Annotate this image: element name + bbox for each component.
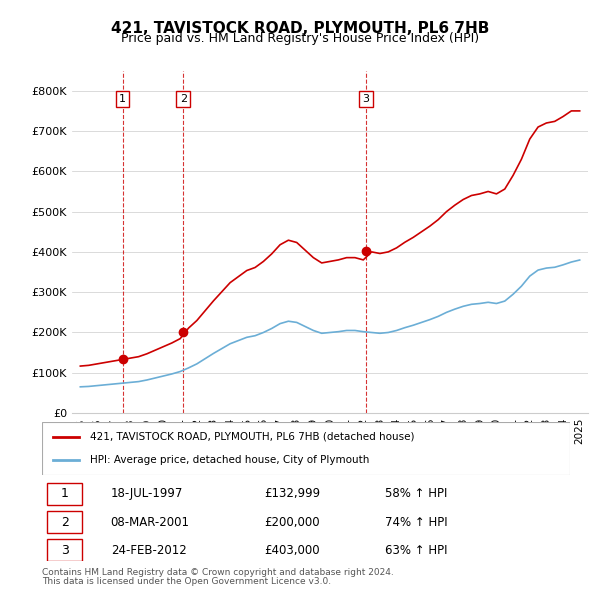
FancyBboxPatch shape bbox=[47, 511, 82, 533]
Text: 2: 2 bbox=[61, 516, 68, 529]
Text: 63% ↑ HPI: 63% ↑ HPI bbox=[385, 544, 448, 557]
Text: 58% ↑ HPI: 58% ↑ HPI bbox=[385, 487, 448, 500]
Text: 1: 1 bbox=[119, 94, 126, 104]
Text: 1: 1 bbox=[61, 487, 68, 500]
Text: 421, TAVISTOCK ROAD, PLYMOUTH, PL6 7HB (detached house): 421, TAVISTOCK ROAD, PLYMOUTH, PL6 7HB (… bbox=[89, 432, 414, 442]
FancyBboxPatch shape bbox=[47, 539, 82, 561]
FancyBboxPatch shape bbox=[47, 483, 82, 505]
Text: 24-FEB-2012: 24-FEB-2012 bbox=[110, 544, 187, 557]
Text: 74% ↑ HPI: 74% ↑ HPI bbox=[385, 516, 448, 529]
Text: HPI: Average price, detached house, City of Plymouth: HPI: Average price, detached house, City… bbox=[89, 455, 369, 465]
Text: 08-MAR-2001: 08-MAR-2001 bbox=[110, 516, 190, 529]
Text: 421, TAVISTOCK ROAD, PLYMOUTH, PL6 7HB: 421, TAVISTOCK ROAD, PLYMOUTH, PL6 7HB bbox=[111, 21, 489, 35]
FancyBboxPatch shape bbox=[42, 422, 570, 475]
Text: Price paid vs. HM Land Registry's House Price Index (HPI): Price paid vs. HM Land Registry's House … bbox=[121, 32, 479, 45]
Text: Contains HM Land Registry data © Crown copyright and database right 2024.: Contains HM Land Registry data © Crown c… bbox=[42, 568, 394, 576]
Text: 2: 2 bbox=[179, 94, 187, 104]
Text: £200,000: £200,000 bbox=[264, 516, 319, 529]
Text: 3: 3 bbox=[61, 544, 68, 557]
Text: 3: 3 bbox=[362, 94, 369, 104]
Text: This data is licensed under the Open Government Licence v3.0.: This data is licensed under the Open Gov… bbox=[42, 577, 331, 586]
Text: £403,000: £403,000 bbox=[264, 544, 319, 557]
Text: £132,999: £132,999 bbox=[264, 487, 320, 500]
Text: 18-JUL-1997: 18-JUL-1997 bbox=[110, 487, 183, 500]
